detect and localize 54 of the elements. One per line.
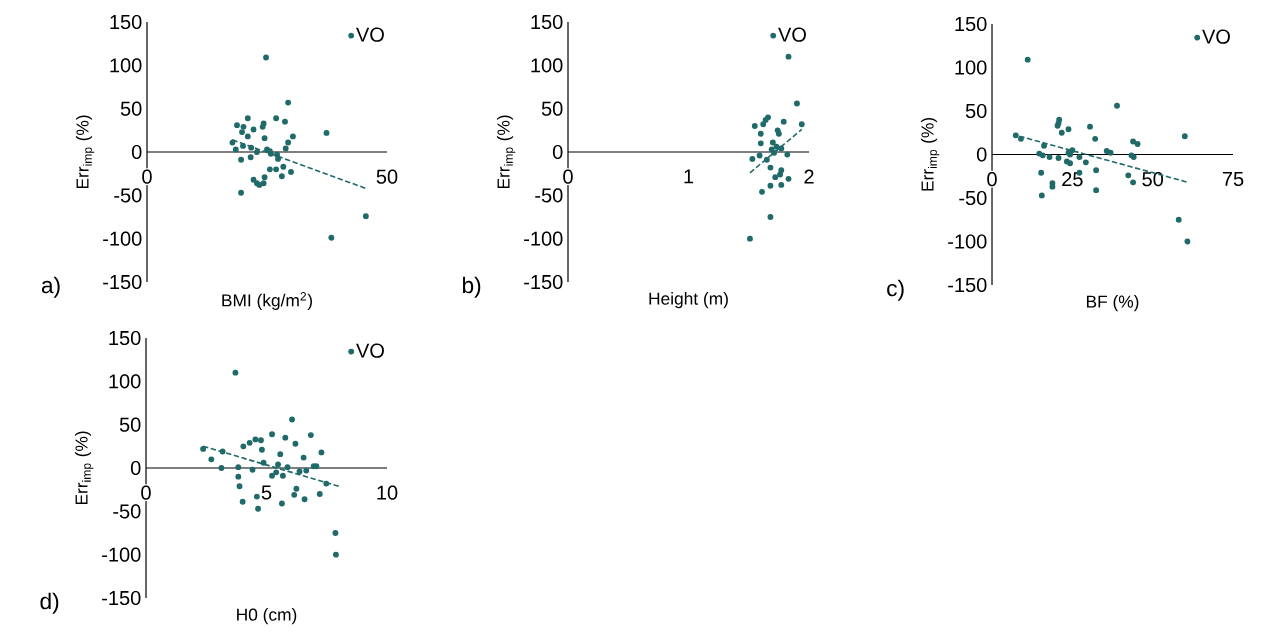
y-tick-label: 150 — [110, 14, 142, 30]
y-tick-label: 100 — [109, 374, 141, 389]
text: d) — [40, 592, 59, 614]
y-tick-label: -100 — [103, 231, 142, 246]
x-tick-label: 0 — [563, 169, 573, 184]
legend-label: VO — [1202, 29, 1230, 44]
y-tick-label: 100 — [110, 58, 142, 73]
x-tick-label: 75 — [1222, 172, 1244, 187]
y-tick-label: -150 — [103, 274, 142, 290]
y-tick-label: 150 — [531, 14, 563, 30]
y-tick-label: -100 — [524, 231, 563, 246]
legend-label: VO — [356, 27, 384, 42]
y-tick-label: 0 — [552, 144, 563, 160]
y-tick-label: -50 — [959, 190, 987, 206]
x-tick-label: 1 — [684, 169, 694, 184]
y-tick-label: 100 — [531, 58, 563, 73]
y-axis-title: Err$_{imp}$ (%) — [74, 431, 94, 505]
y-axis-title: Err$_{imp}$ (%) — [920, 118, 940, 191]
y-tick-label: 0 — [131, 144, 142, 160]
y-axis-title: Err$_{imp}$ (%) — [496, 115, 516, 189]
x-tick-label: 0 — [142, 169, 152, 184]
legend-label: VO — [778, 27, 806, 42]
text: b) — [462, 276, 481, 298]
x-axis-title: BMI (kg/m$^{2}$) — [222, 292, 313, 310]
y-tick-label: -150 — [524, 274, 563, 290]
x-tick-label: 2 — [804, 169, 814, 184]
text: c) — [887, 279, 904, 301]
x-axis-title: Height (m) — [649, 292, 728, 309]
x-tick-label: 50 — [376, 169, 398, 184]
y-tick-label: 50 — [965, 103, 987, 119]
x-tick-label: 5 — [261, 485, 272, 500]
y-tick-label: -100 — [102, 547, 141, 562]
y-tick-label: 0 — [976, 147, 987, 162]
legend-label: VO — [356, 343, 384, 358]
y-tick-label: -100 — [948, 234, 987, 249]
y-tick-label: -50 — [114, 188, 142, 203]
y-tick-label: -150 — [102, 590, 141, 606]
y-tick-label: 50 — [120, 101, 142, 116]
y-axis-title: Err$_{imp}$ (%) — [75, 115, 95, 189]
x-tick-label: 50 — [1142, 172, 1164, 187]
y-tick-label: 50 — [541, 101, 563, 116]
y-tick-label: -50 — [113, 504, 141, 519]
y-tick-label: 50 — [119, 417, 141, 432]
x-axis-title: H0 (cm) — [237, 608, 297, 625]
x-tick-label: 0 — [987, 172, 997, 187]
y-tick-label: -50 — [535, 188, 563, 203]
x-tick-label: 10 — [377, 485, 398, 500]
y-tick-label: -150 — [948, 277, 987, 293]
y-tick-label: 150 — [955, 16, 987, 32]
x-axis-title: BF (%) — [1086, 295, 1139, 312]
y-tick-label: 100 — [955, 60, 987, 75]
y-tick-label: 0 — [130, 460, 141, 476]
text: a) — [41, 276, 60, 298]
y-tick-label: 150 — [109, 330, 141, 346]
